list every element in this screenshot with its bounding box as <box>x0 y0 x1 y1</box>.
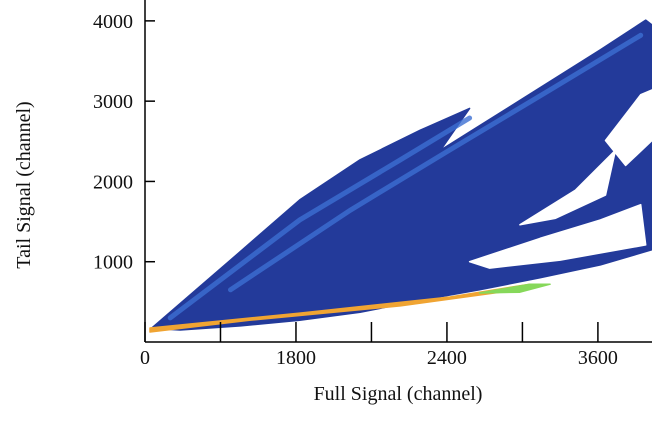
y-tick-label: 3000 <box>93 91 133 113</box>
y-tick-label: 1000 <box>93 252 133 274</box>
plot-area <box>150 20 652 332</box>
x-tick-label: 1800 <box>276 347 316 369</box>
x-tick-label: 0 <box>140 347 150 369</box>
y-axis-title: Tail Signal (channel) <box>13 101 35 268</box>
y-tick-label: 4000 <box>93 11 133 33</box>
y-tick-label: 2000 <box>93 171 133 193</box>
x-axis-title: Full Signal (channel) <box>314 383 483 405</box>
x-tick-label: 2400 <box>427 347 467 369</box>
density-region <box>151 20 652 330</box>
x-tick-label: 3600 <box>578 347 618 369</box>
